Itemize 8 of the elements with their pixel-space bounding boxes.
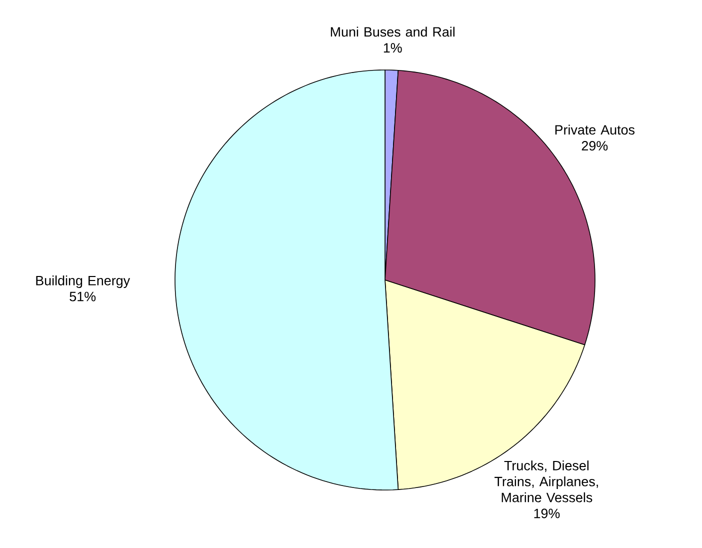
slice-label: Building Energy <box>36 275 130 288</box>
data-label: 1% <box>384 43 402 53</box>
data-label: 29% <box>582 141 608 151</box>
data-label: 19% <box>534 508 560 518</box>
slice-label: Muni Buses and Rail <box>330 26 454 37</box>
data-label: 51% <box>70 292 96 302</box>
slice-label: Trucks, Diesel Trains, Airplanes, Marine Vessels <box>494 460 598 502</box>
slice-label: Private Autos <box>555 124 635 135</box>
